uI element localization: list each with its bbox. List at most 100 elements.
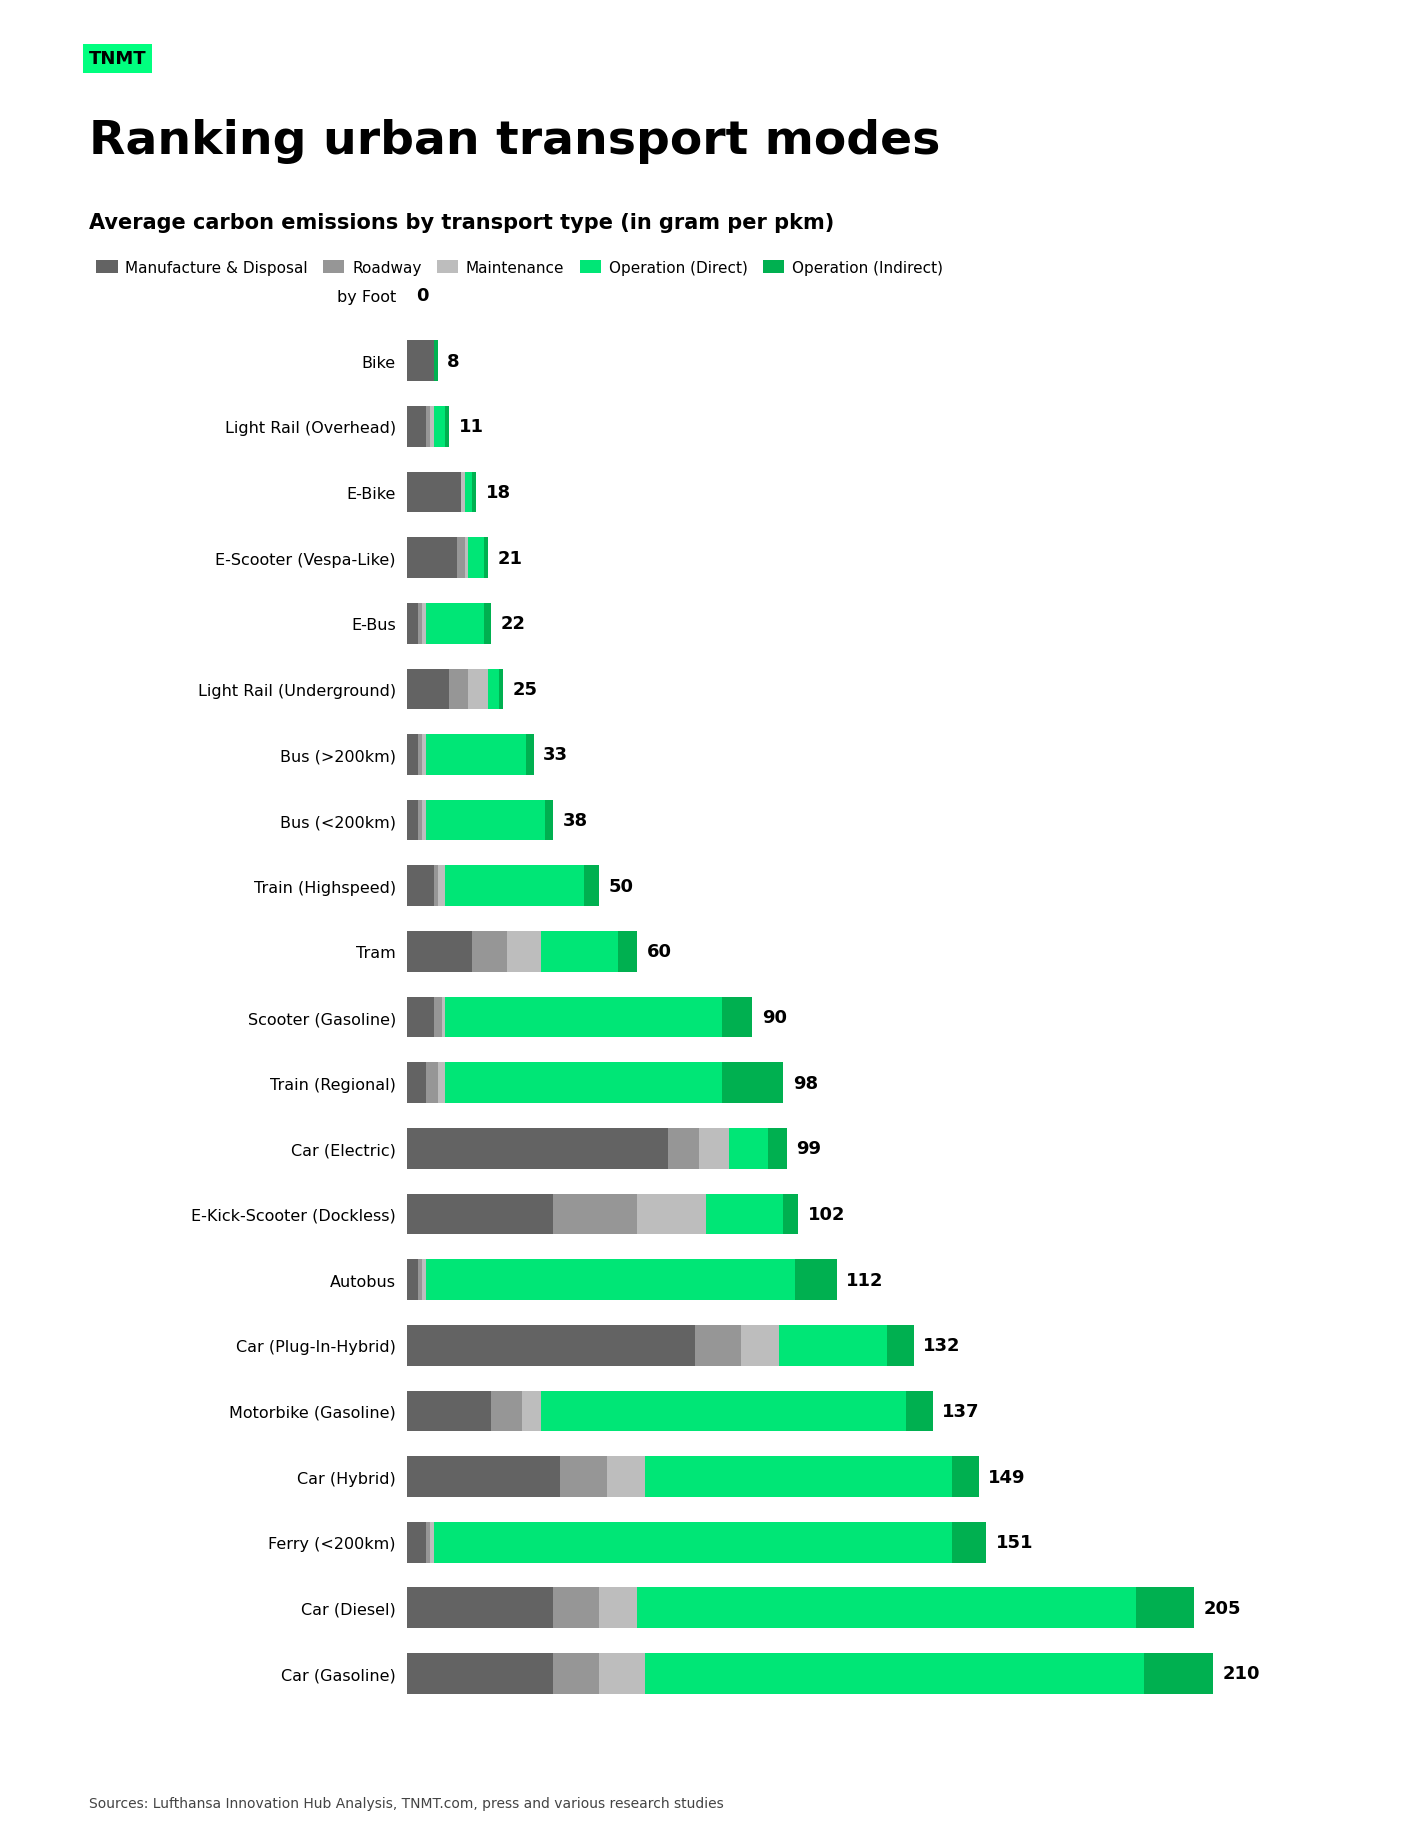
Bar	[541, 1390, 905, 1431]
Bar	[741, 1325, 780, 1367]
Bar	[560, 1456, 607, 1497]
Bar	[1144, 1652, 1212, 1695]
Bar	[721, 1063, 783, 1103]
Bar	[553, 1194, 637, 1235]
Bar	[473, 473, 476, 513]
Bar	[418, 1260, 423, 1301]
Text: 149: 149	[988, 1467, 1025, 1486]
Bar	[407, 931, 473, 973]
Bar	[430, 1522, 434, 1563]
Bar	[407, 997, 434, 1039]
Bar	[407, 341, 434, 381]
Bar	[584, 867, 598, 907]
Bar	[541, 931, 618, 973]
Bar	[407, 1522, 426, 1563]
Text: 22: 22	[501, 616, 526, 632]
Bar	[721, 997, 753, 1039]
Bar	[407, 1652, 553, 1695]
Text: 11: 11	[458, 418, 484, 436]
Bar	[426, 735, 526, 775]
Bar	[545, 801, 553, 841]
Bar	[434, 997, 441, 1039]
Text: Ranking urban transport modes: Ranking urban transport modes	[89, 119, 940, 165]
Bar	[794, 1260, 837, 1301]
Bar	[618, 931, 637, 973]
Bar	[464, 473, 473, 513]
Bar	[783, 1194, 798, 1235]
Bar	[473, 931, 507, 973]
Bar	[407, 1129, 668, 1169]
Bar	[598, 1652, 645, 1695]
Text: 112: 112	[847, 1271, 884, 1290]
Bar	[607, 1456, 645, 1497]
Bar	[407, 1325, 695, 1367]
Bar	[407, 1588, 553, 1629]
Bar	[407, 1063, 426, 1103]
Bar	[446, 407, 450, 447]
Bar	[487, 669, 498, 709]
Bar	[446, 997, 721, 1039]
Bar	[598, 1588, 637, 1629]
Bar	[553, 1588, 598, 1629]
Text: 33: 33	[543, 746, 568, 764]
Bar	[434, 1522, 952, 1563]
Bar	[434, 407, 446, 447]
Bar	[434, 341, 437, 381]
Bar	[780, 1325, 887, 1367]
Legend: Manufacture & Disposal, Roadway, Maintenance, Operation (Direct), Operation (Ind: Manufacture & Disposal, Roadway, Mainten…	[96, 260, 942, 275]
Text: 98: 98	[793, 1074, 818, 1092]
Bar	[553, 1652, 598, 1695]
Bar	[437, 867, 446, 907]
Bar	[407, 539, 457, 579]
Bar	[637, 1588, 1137, 1629]
Text: 18: 18	[486, 484, 511, 502]
Text: 151: 151	[997, 1533, 1034, 1552]
Bar	[526, 735, 534, 775]
Bar	[707, 1194, 783, 1235]
Text: 21: 21	[497, 550, 523, 568]
Bar	[668, 1129, 698, 1169]
Bar	[434, 867, 437, 907]
Bar	[768, 1129, 787, 1169]
Bar	[523, 1390, 541, 1431]
Bar	[418, 735, 423, 775]
Bar	[645, 1652, 1144, 1695]
Bar	[407, 669, 450, 709]
Bar	[468, 539, 484, 579]
Bar	[491, 1390, 523, 1431]
Bar	[407, 473, 461, 513]
Bar	[407, 1456, 560, 1497]
Bar	[418, 603, 423, 645]
Bar	[407, 735, 418, 775]
Text: Average carbon emissions by transport type (in gram per pkm): Average carbon emissions by transport ty…	[89, 213, 834, 233]
Bar	[730, 1129, 768, 1169]
Text: 99: 99	[797, 1140, 821, 1158]
Bar	[407, 801, 418, 841]
Bar	[407, 1194, 553, 1235]
Text: 210: 210	[1222, 1665, 1259, 1682]
Bar	[423, 801, 426, 841]
Bar	[464, 539, 468, 579]
Text: 60: 60	[647, 943, 671, 962]
Bar	[468, 669, 487, 709]
Bar	[426, 1063, 437, 1103]
Text: 205: 205	[1204, 1599, 1241, 1618]
Text: Sources: Lufthansa Innovation Hub Analysis, TNMT.com, press and various research: Sources: Lufthansa Innovation Hub Analys…	[89, 1795, 724, 1810]
Bar	[461, 473, 464, 513]
Text: 90: 90	[763, 1008, 787, 1026]
Text: 50: 50	[608, 878, 634, 896]
Bar	[426, 1522, 430, 1563]
Bar	[446, 1063, 721, 1103]
Bar	[407, 1390, 491, 1431]
Text: 132: 132	[922, 1337, 961, 1354]
Bar	[450, 669, 468, 709]
Bar	[407, 603, 418, 645]
Bar	[430, 407, 434, 447]
Bar	[695, 1325, 741, 1367]
Bar	[500, 669, 503, 709]
Text: 8: 8	[447, 352, 460, 370]
Bar	[457, 539, 464, 579]
Bar	[637, 1194, 707, 1235]
Bar	[952, 1522, 987, 1563]
Bar	[484, 603, 491, 645]
